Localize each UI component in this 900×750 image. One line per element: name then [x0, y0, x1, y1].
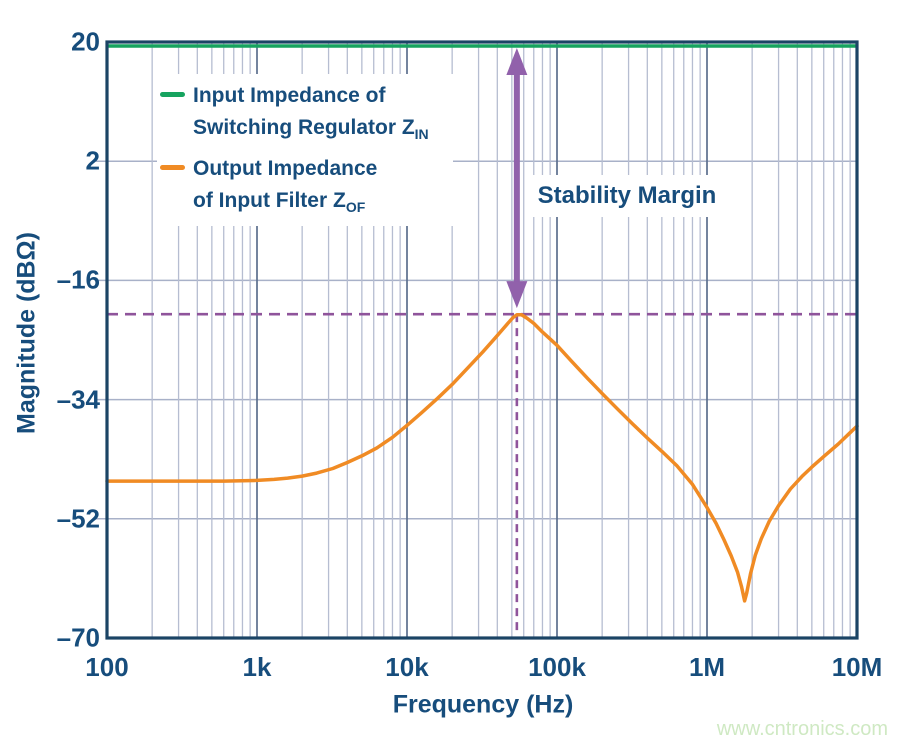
x-axis-title: Frequency (Hz): [392, 690, 574, 719]
y-tick-label: 20: [71, 26, 100, 57]
zof-label-subscript: OF: [345, 199, 366, 216]
legend-item-zof: Output Impedance of Input Filter ZOF: [160, 153, 453, 217]
zof-label-line2: of Input Filter Z: [193, 189, 346, 212]
y-tick-label: –34: [56, 384, 100, 415]
stability-margin-arrowhead-up: [506, 48, 528, 75]
stability-margin-label: Stability Margin: [531, 175, 723, 217]
x-tick-label: 1M: [688, 652, 726, 682]
zin-label-line2: Switching Regulator Z: [193, 116, 415, 139]
zin-label-line1: Input Impedance of: [193, 84, 386, 107]
zin-series-swatch: [160, 92, 185, 97]
x-tick-label: 100: [85, 652, 129, 682]
zin-series-label: Input Impedance of Switching Regulator Z…: [193, 80, 429, 144]
zin-label-subscript: IN: [414, 126, 429, 143]
y-tick-label: –70: [56, 622, 100, 653]
y-tick-label: –52: [56, 503, 100, 534]
zof-series-swatch: [160, 165, 185, 170]
zof-curve: [105, 313, 859, 603]
legend-item-zin: Input Impedance of Switching Regulator Z…: [160, 80, 453, 144]
x-tick-label: 10k: [385, 652, 429, 682]
plot-border: [105, 40, 859, 640]
x-tick-label: 10M: [831, 652, 883, 682]
watermark: www.cntronics.com: [716, 718, 888, 740]
y-tick-label: 2: [85, 145, 100, 176]
x-tick-label: 100k: [528, 652, 586, 682]
x-tick-label: 1k: [242, 652, 272, 682]
legend: Input Impedance of Switching Regulator Z…: [157, 74, 453, 223]
zof-label-line1: Output Impedance: [193, 157, 378, 180]
y-tick-label: –16: [56, 264, 100, 295]
stability-margin-arrowhead-down: [506, 281, 528, 309]
zof-series-label: Output Impedance of Input Filter ZOF: [193, 153, 377, 217]
